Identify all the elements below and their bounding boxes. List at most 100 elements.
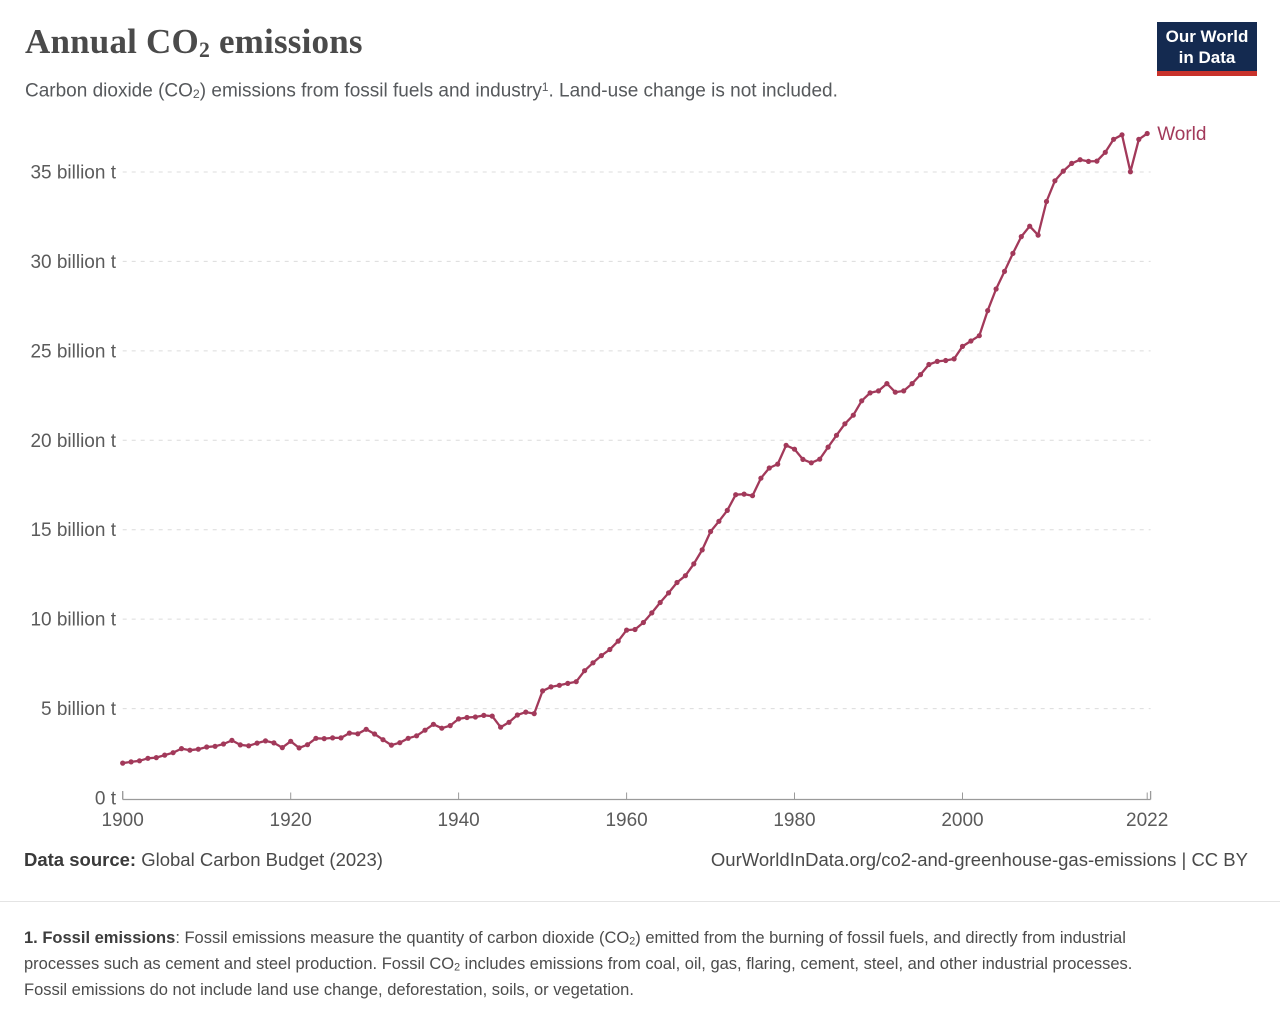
data-source: Data source: Global Carbon Budget (2023) [24,849,383,871]
data-source-value: Global Carbon Budget (2023) [136,849,383,870]
data-point [1001,268,1008,274]
data-point [447,723,453,729]
data-point [456,716,462,722]
chart-footer: Data source: Global Carbon Budget (2023)… [24,849,1248,871]
data-point [430,721,436,727]
data-point [691,561,697,567]
data-point [951,356,957,362]
svg-text:35 billion t: 35 billion t [30,163,116,184]
footnote-subscript-1: 2 [629,935,636,948]
data-point [481,712,487,719]
footnote-text: 1. Fossil emissions: Fossil emissions me… [24,927,1164,1002]
svg-text:1900: 1900 [102,810,144,831]
data-point [1127,169,1133,175]
data-point [220,741,227,747]
data-point [120,760,126,766]
data-point [170,750,176,756]
data-point [313,735,319,741]
series-world[interactable] [120,130,1150,766]
data-point [1010,250,1016,256]
data-point [498,724,504,730]
data-point [1077,157,1083,163]
footnote-body-1: : Fossil emissions measure the quantity … [175,929,630,947]
data-point [178,746,185,752]
svg-text:10 billion t: 10 billion t [30,610,116,631]
data-point [666,590,672,596]
data-point [758,475,764,481]
data-point [598,653,605,659]
svg-text:1960: 1960 [605,810,647,831]
data-point [716,518,722,524]
data-point [489,713,495,719]
data-point [833,432,840,438]
data-point [976,333,982,339]
data-point [791,446,798,452]
data-point [993,286,999,292]
data-point [271,740,277,746]
data-point [1111,136,1117,142]
svg-text:2022: 2022 [1126,810,1168,831]
data-point [817,456,823,462]
owid-logo[interactable]: Our World in Data [1157,22,1257,76]
data-point [1035,232,1041,238]
svg-text:1920: 1920 [270,810,312,831]
data-point [649,610,655,616]
data-point [162,752,168,758]
owid-logo-line1: Our World [1165,26,1249,46]
world-series-label[interactable]: World [1157,124,1206,145]
data-point [338,735,344,741]
svg-text:15 billion t: 15 billion t [30,520,116,541]
data-point [775,461,781,467]
data-point [901,388,907,394]
data-point [262,738,269,744]
data-point [825,444,831,450]
owid-url-link[interactable]: OurWorldInData.org/co2-and-greenhouse-ga… [710,849,1248,870]
data-point [800,456,806,462]
data-point [1136,136,1142,142]
data-point [724,507,730,513]
footnote-body-2: ) emitted from the burning of fossil fue… [24,929,1126,974]
subtitle-text-2: ) emissions from fossil fuels and indust… [199,80,542,102]
footnote-lead: 1. Fossil emissions [24,929,176,947]
data-point [909,381,915,387]
title-text-end: emissions [210,22,363,61]
data-point [212,743,218,749]
svg-text:5 billion t: 5 billion t [41,699,117,720]
data-point [372,731,378,737]
data-point [766,465,772,471]
data-point [523,709,529,715]
data-point [380,737,386,743]
subtitle-text-3: . Land-use change is not included. [548,80,838,102]
data-point [1119,132,1125,138]
data-point [968,338,974,344]
data-point [615,638,621,644]
data-source-label: Data source: [24,849,137,870]
data-point [204,744,210,750]
data-point [531,711,537,717]
data-point [321,736,327,742]
data-point [1069,160,1075,166]
data-point [867,390,873,396]
data-point [783,442,789,448]
data-point [506,719,512,725]
data-point [296,745,302,751]
data-point [859,398,865,404]
emissions-chart[interactable]: 0 t 5 billion t 10 billion t 15 billion t 20… [0,113,1280,845]
data-point [1052,178,1058,184]
data-point [472,714,478,720]
subtitle-text: Carbon dioxide (CO [25,80,193,102]
data-point [145,755,151,761]
data-point [590,660,596,666]
data-point [195,746,201,752]
data-point [934,358,940,364]
svg-text:2000: 2000 [941,810,983,831]
data-point [657,599,663,606]
data-point [943,357,949,364]
svg-text:1940: 1940 [437,810,479,831]
data-point [548,684,554,690]
data-point [926,361,932,368]
data-point [1094,158,1100,164]
data-point [674,579,680,586]
svg-text:1980: 1980 [773,810,815,831]
data-point [959,343,966,349]
